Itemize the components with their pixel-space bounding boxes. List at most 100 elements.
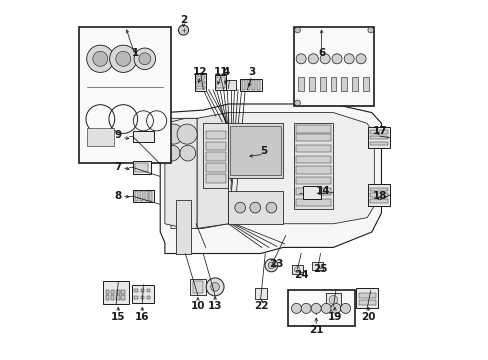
Text: 16: 16 xyxy=(135,312,149,322)
Bar xyxy=(240,79,261,91)
Bar xyxy=(135,192,137,201)
Bar xyxy=(296,188,330,195)
Bar xyxy=(144,192,147,201)
Bar xyxy=(87,128,113,146)
Bar xyxy=(105,290,109,294)
Bar xyxy=(242,80,244,90)
Bar xyxy=(256,80,259,90)
Circle shape xyxy=(340,303,350,314)
Bar xyxy=(358,301,375,305)
Text: 24: 24 xyxy=(293,270,308,280)
Circle shape xyxy=(321,303,330,314)
Text: 22: 22 xyxy=(254,301,268,311)
Bar xyxy=(132,161,150,174)
Bar xyxy=(252,80,255,90)
Bar xyxy=(356,288,377,309)
Bar xyxy=(132,190,154,202)
Circle shape xyxy=(294,267,300,273)
Bar xyxy=(205,141,225,150)
Circle shape xyxy=(267,262,274,269)
Bar xyxy=(175,200,191,253)
Bar xyxy=(369,130,387,134)
Bar xyxy=(296,126,330,133)
Bar xyxy=(196,76,204,79)
Bar xyxy=(192,281,203,293)
Bar xyxy=(228,123,283,178)
Bar xyxy=(293,123,333,210)
Text: 10: 10 xyxy=(190,301,204,311)
Bar xyxy=(140,296,144,300)
Text: 21: 21 xyxy=(308,325,323,335)
Text: 20: 20 xyxy=(360,312,375,322)
Text: 18: 18 xyxy=(372,191,386,201)
Bar xyxy=(135,163,148,172)
Circle shape xyxy=(331,54,341,64)
Bar xyxy=(330,77,336,91)
Bar xyxy=(195,73,205,91)
Bar xyxy=(149,192,152,201)
Polygon shape xyxy=(160,104,381,253)
Bar xyxy=(116,296,120,300)
Bar xyxy=(298,77,304,91)
Bar xyxy=(215,75,225,90)
Bar xyxy=(146,289,150,292)
Bar xyxy=(369,136,387,139)
Bar xyxy=(205,152,225,161)
Bar xyxy=(203,123,228,188)
Bar xyxy=(228,192,283,224)
Bar xyxy=(296,166,330,174)
Bar xyxy=(296,199,330,206)
Text: 6: 6 xyxy=(317,48,325,58)
Text: 19: 19 xyxy=(327,312,342,322)
Circle shape xyxy=(310,303,321,314)
Bar xyxy=(351,77,357,91)
Circle shape xyxy=(320,54,329,64)
Bar xyxy=(146,296,150,300)
Text: 2: 2 xyxy=(180,15,187,26)
Bar xyxy=(196,86,204,89)
Circle shape xyxy=(249,202,260,213)
Text: 14: 14 xyxy=(315,186,329,197)
Bar xyxy=(140,289,144,292)
Text: 12: 12 xyxy=(192,67,206,77)
Bar xyxy=(302,186,320,199)
Circle shape xyxy=(206,278,224,296)
Text: 5: 5 xyxy=(260,146,267,156)
Bar xyxy=(116,290,120,294)
Text: 9: 9 xyxy=(115,130,122,140)
Bar xyxy=(134,289,138,292)
Bar xyxy=(325,293,340,306)
Circle shape xyxy=(367,27,373,33)
Circle shape xyxy=(294,27,300,33)
Bar xyxy=(296,145,330,152)
Text: 11: 11 xyxy=(214,67,228,77)
Bar xyxy=(296,134,330,141)
Bar xyxy=(121,296,125,300)
Bar xyxy=(121,290,125,294)
Bar xyxy=(190,279,205,296)
Circle shape xyxy=(116,51,130,66)
Bar xyxy=(134,296,138,300)
Bar xyxy=(362,77,368,91)
Bar xyxy=(341,77,346,91)
Circle shape xyxy=(355,54,366,64)
Bar xyxy=(369,188,387,191)
Text: 13: 13 xyxy=(207,301,222,311)
Bar xyxy=(296,156,330,163)
Bar xyxy=(216,77,224,88)
Polygon shape xyxy=(197,113,228,228)
Bar xyxy=(296,177,330,184)
Circle shape xyxy=(308,54,318,64)
Bar xyxy=(319,77,325,91)
Bar xyxy=(247,80,250,90)
Text: 3: 3 xyxy=(247,67,255,77)
Bar xyxy=(79,27,171,163)
Circle shape xyxy=(180,145,195,161)
Polygon shape xyxy=(164,118,197,228)
Text: 7: 7 xyxy=(114,162,122,172)
Circle shape xyxy=(294,100,300,106)
Text: 17: 17 xyxy=(372,126,386,135)
Circle shape xyxy=(301,303,310,314)
Bar xyxy=(225,80,235,90)
Text: 15: 15 xyxy=(111,312,125,322)
